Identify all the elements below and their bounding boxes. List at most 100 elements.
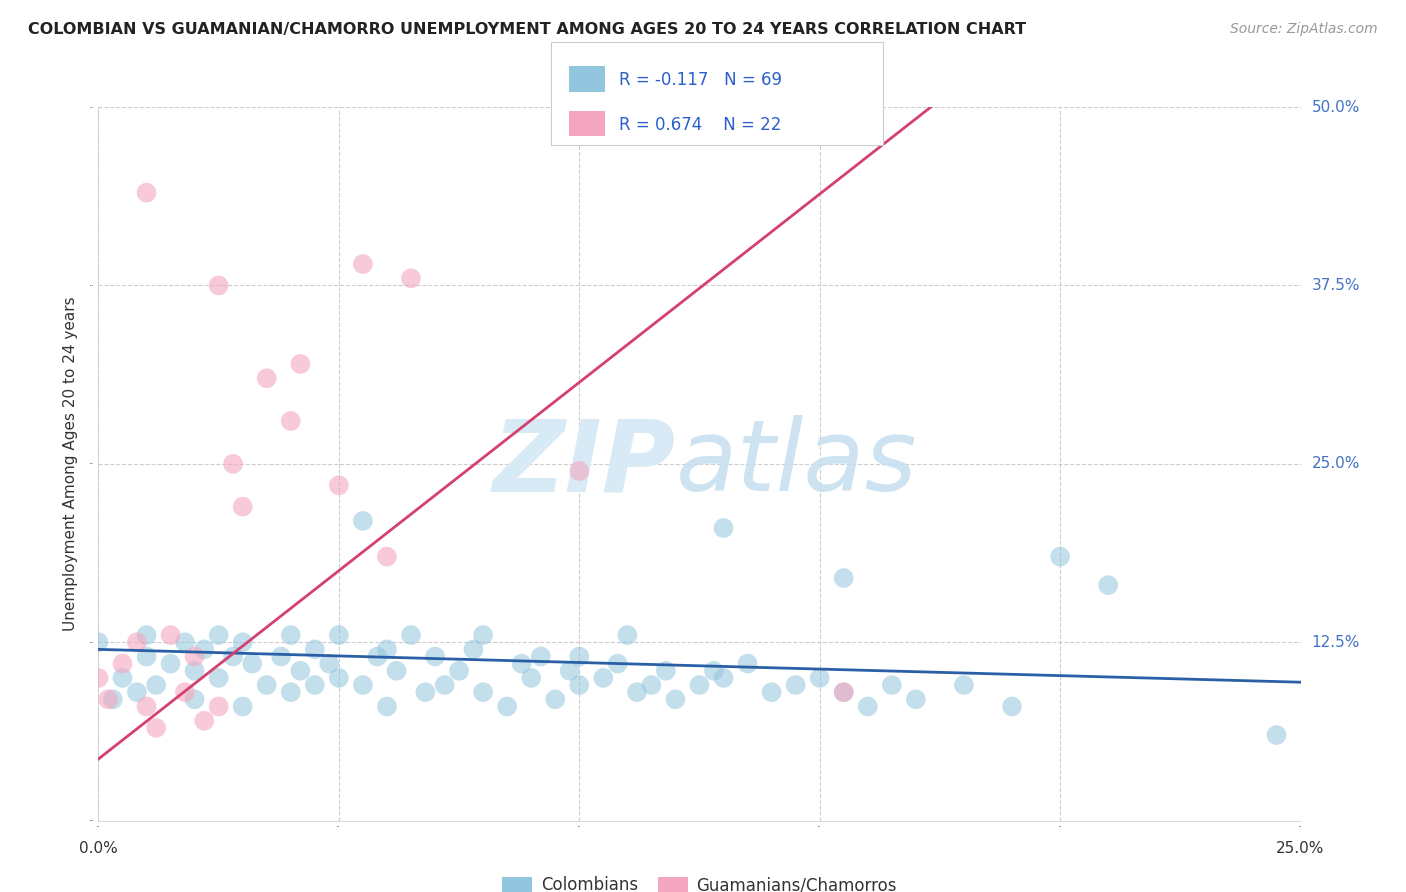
Point — [737, 657, 759, 671]
Point — [496, 699, 519, 714]
Point — [183, 664, 205, 678]
Point — [135, 628, 157, 642]
Point — [568, 649, 591, 664]
Text: R = 0.674    N = 22: R = 0.674 N = 22 — [619, 116, 780, 134]
Point — [290, 664, 312, 678]
Point — [304, 678, 326, 692]
Point — [256, 678, 278, 692]
Text: atlas: atlas — [675, 416, 917, 512]
Point — [159, 628, 181, 642]
Point — [415, 685, 437, 699]
Point — [111, 671, 134, 685]
Point — [193, 642, 215, 657]
Text: 50.0%: 50.0% — [1312, 100, 1360, 114]
Point — [145, 721, 167, 735]
Point — [713, 671, 735, 685]
Point — [183, 649, 205, 664]
Point — [232, 500, 254, 514]
Point — [328, 478, 350, 492]
Point — [1097, 578, 1119, 592]
Point — [953, 678, 976, 692]
Point — [174, 635, 197, 649]
Point — [135, 649, 157, 664]
Point — [616, 628, 638, 642]
Point — [87, 635, 110, 649]
Point — [174, 685, 197, 699]
Point — [208, 699, 231, 714]
Point — [713, 521, 735, 535]
Point — [232, 635, 254, 649]
Point — [280, 414, 302, 428]
Point — [568, 464, 591, 478]
Text: 37.5%: 37.5% — [1312, 278, 1360, 293]
Point — [159, 657, 181, 671]
Point — [375, 642, 398, 657]
Point — [558, 664, 581, 678]
Point — [145, 678, 167, 692]
Point — [1049, 549, 1071, 564]
Text: 0.0%: 0.0% — [79, 840, 118, 855]
Point — [125, 685, 148, 699]
Point — [375, 699, 398, 714]
Point — [125, 635, 148, 649]
Point — [832, 685, 855, 699]
Point — [568, 678, 591, 692]
Text: R = -0.117   N = 69: R = -0.117 N = 69 — [619, 71, 782, 89]
Text: Source: ZipAtlas.com: Source: ZipAtlas.com — [1230, 22, 1378, 37]
Text: COLOMBIAN VS GUAMANIAN/CHAMORRO UNEMPLOYMENT AMONG AGES 20 TO 24 YEARS CORRELATI: COLOMBIAN VS GUAMANIAN/CHAMORRO UNEMPLOY… — [28, 22, 1026, 37]
Point — [832, 571, 855, 585]
Text: 25.0%: 25.0% — [1312, 457, 1360, 471]
Point — [606, 657, 628, 671]
Point — [222, 649, 245, 664]
Legend: Colombians, Guamanians/Chamorros: Colombians, Guamanians/Chamorros — [502, 876, 897, 892]
Text: 12.5%: 12.5% — [1312, 635, 1360, 649]
Point — [399, 271, 422, 285]
Point — [240, 657, 263, 671]
Point — [97, 692, 120, 706]
Point — [904, 692, 927, 706]
Point — [290, 357, 312, 371]
Point — [463, 642, 485, 657]
Point — [352, 678, 374, 692]
Point — [447, 664, 470, 678]
Point — [208, 628, 231, 642]
Point — [640, 678, 662, 692]
Point — [208, 671, 231, 685]
Point — [520, 671, 543, 685]
Point — [304, 642, 326, 657]
Point — [592, 671, 614, 685]
Point — [856, 699, 879, 714]
Point — [399, 628, 422, 642]
Point — [433, 678, 456, 692]
Point — [703, 664, 725, 678]
Point — [880, 678, 903, 692]
Point — [111, 657, 134, 671]
Point — [280, 628, 302, 642]
Point — [222, 457, 245, 471]
Point — [472, 685, 495, 699]
Point — [1001, 699, 1024, 714]
Point — [232, 699, 254, 714]
Point — [761, 685, 783, 699]
Y-axis label: Unemployment Among Ages 20 to 24 years: Unemployment Among Ages 20 to 24 years — [63, 296, 79, 632]
Point — [135, 186, 157, 200]
Point — [101, 692, 124, 706]
Point — [366, 649, 388, 664]
Text: 25.0%: 25.0% — [1277, 840, 1324, 855]
Point — [352, 257, 374, 271]
Point — [832, 685, 855, 699]
Point — [352, 514, 374, 528]
Point — [664, 692, 686, 706]
Point — [87, 671, 110, 685]
Point — [280, 685, 302, 699]
Point — [544, 692, 567, 706]
Point — [785, 678, 807, 692]
Point — [270, 649, 292, 664]
Point — [472, 628, 495, 642]
Point — [375, 549, 398, 564]
Point — [208, 278, 231, 293]
Point — [328, 628, 350, 642]
Point — [385, 664, 408, 678]
Point — [510, 657, 533, 671]
Point — [1265, 728, 1288, 742]
